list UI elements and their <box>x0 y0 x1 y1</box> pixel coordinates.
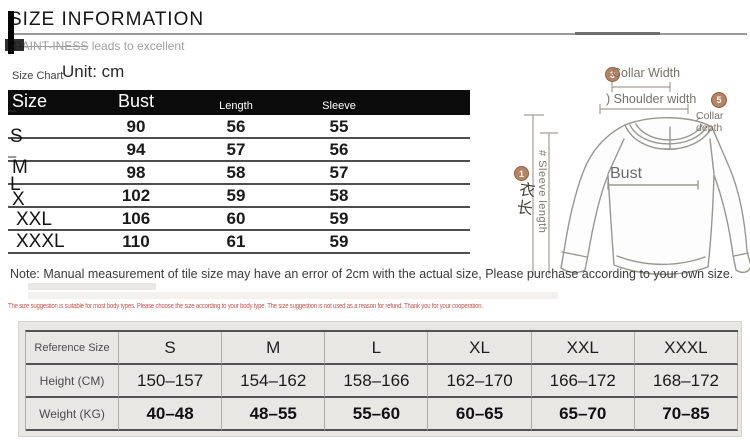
subtitle-rest-text: leads to excellent <box>88 39 185 53</box>
cell-sleeve: 57 <box>329 163 349 182</box>
cell-bust: 98 <box>126 163 146 182</box>
sweater-diagram <box>524 82 750 275</box>
ref-header-xl: XL <box>428 332 532 365</box>
cell-length: 61 <box>226 232 246 251</box>
weight-row-label: Weight (KG) <box>26 398 119 431</box>
cell-length: 59 <box>226 186 246 205</box>
subtitle: DAINT-INESS leads to excellent <box>13 39 184 53</box>
col-header-size: Size <box>12 91 48 111</box>
size-label: – <box>8 148 17 165</box>
ref-header-m: M <box>222 332 326 365</box>
title-divider-dark-segment <box>575 32 660 35</box>
table-row: 94 57 56 <box>8 138 470 161</box>
table-row: 102 59 58 <box>8 184 470 207</box>
cell-length: 56 <box>226 117 246 136</box>
col-header-bust: Bust <box>117 91 155 111</box>
weight-cell: 48–55 <box>222 398 326 431</box>
ref-header-xxl: XXL <box>531 332 635 365</box>
subtitle-strike-text: DAINT-INESS <box>13 39 89 53</box>
row-divider <box>8 252 470 254</box>
row-divider <box>8 229 470 231</box>
row-divider <box>8 206 470 208</box>
cell-sleeve: 59 <box>329 232 349 251</box>
faint-ghost-text <box>28 292 558 299</box>
size-table-header: Size Bust Length Sleeve <box>8 90 470 115</box>
size-suggestion-disclaimer: The size suggestion is suitable for most… <box>8 303 483 310</box>
reference-table: Reference Size S M L XL XXL XXXL Height … <box>25 330 738 431</box>
size-label-m: M <box>12 157 28 178</box>
scan-artifact <box>8 11 14 54</box>
table-row: 98 58 57 <box>8 161 470 184</box>
col-header-sleeve: Sleeve <box>322 100 356 112</box>
collar-width-label: Collar Width <box>612 66 681 80</box>
cell-sleeve: 58 <box>329 186 349 205</box>
size-label-l: L <box>10 174 21 195</box>
cell-length: 60 <box>226 209 246 228</box>
height-cell: 168–172 <box>634 365 738 398</box>
size-label-xxl: XXL <box>16 209 52 230</box>
size-label: – <box>8 102 17 119</box>
measurement-note: Note: Manual measurement of tile size ma… <box>10 267 734 281</box>
size-label-xxxl: XXXL <box>16 231 65 252</box>
reference-table-panel <box>18 321 742 437</box>
number-badge-length: 1 <box>514 166 529 181</box>
cell-bust: 94 <box>126 140 146 159</box>
row-divider <box>8 183 470 185</box>
ref-header-s: S <box>119 332 223 365</box>
cell-length: 58 <box>226 163 246 182</box>
weight-cell: 55–60 <box>325 398 429 431</box>
weight-cell: 40–48 <box>119 398 223 431</box>
cell-sleeve: 55 <box>329 117 349 136</box>
cell-bust: 90 <box>126 117 146 136</box>
weight-cell: 65–70 <box>531 398 635 431</box>
row-divider <box>8 137 470 139</box>
height-cell: 162–170 <box>428 365 532 398</box>
bust-label: Bust <box>610 165 643 182</box>
table-row: 110 61 59 <box>8 230 470 253</box>
cell-bust: 110 <box>122 232 150 251</box>
faint-ghost-text <box>28 283 156 290</box>
height-cell: 158–166 <box>325 365 429 398</box>
height-cell: 154–162 <box>222 365 326 398</box>
number-badge-collar-width: 3 <box>605 67 620 82</box>
unit-label: Unit: cm <box>62 62 125 81</box>
cell-length: 57 <box>226 140 246 159</box>
shoulder-width-label: ) Shoulder width <box>606 92 697 106</box>
table-row: 90 56 55 <box>8 115 470 138</box>
ref-header-l: L <box>325 332 429 365</box>
number-badge-collar-depth: 5 <box>711 92 727 108</box>
height-row-label: Height (CM) <box>26 365 119 398</box>
sleeve-length-label: # Sleeve length <box>536 149 548 235</box>
cell-bust: 102 <box>121 186 151 205</box>
size-label-s: S <box>10 126 23 147</box>
size-chart-label: Size Chart <box>12 70 64 82</box>
ref-header-xxxl: XXXL <box>634 332 738 365</box>
height-cell: 150–157 <box>119 365 223 398</box>
row-divider <box>8 160 470 162</box>
cell-bust: 106 <box>121 209 151 228</box>
height-cell: 166–172 <box>531 365 635 398</box>
collar-depth-label: Collar depth <box>696 110 724 134</box>
title-divider <box>10 33 747 35</box>
scan-artifact <box>5 39 24 51</box>
cell-sleeve: 59 <box>329 209 349 228</box>
ref-header-label: Reference Size <box>26 332 119 365</box>
cell-sleeve: 56 <box>329 140 349 159</box>
size-label-xl: X <box>12 189 25 210</box>
col-header-length: Length <box>219 100 253 112</box>
table-row: 106 60 59 <box>8 207 470 230</box>
garment-length-cn-label: 衣长 <box>512 180 535 219</box>
weight-cell: 60–65 <box>428 398 532 431</box>
sweater-outline <box>560 117 750 275</box>
weight-cell: 70–85 <box>634 398 738 431</box>
page-title: SIZE INFORMATION <box>9 9 205 30</box>
